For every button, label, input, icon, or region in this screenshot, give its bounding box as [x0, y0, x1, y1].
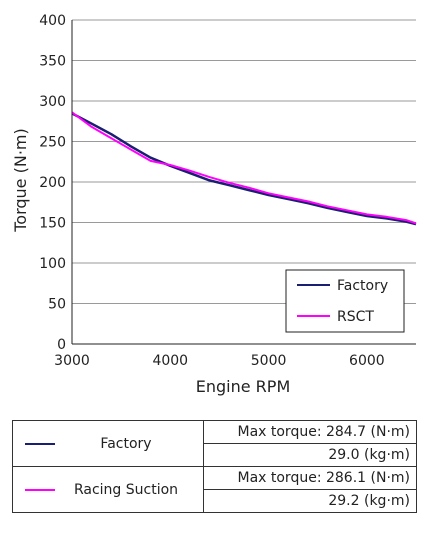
chart-gridlines	[72, 19, 416, 304]
y-tick-label: 0	[57, 337, 66, 353]
table-row: 29.0 (kg·m)	[13, 443, 417, 467]
series-name-cell: Factory	[12, 420, 204, 467]
table-row: Racing Suction Max torque: 286.1 (N·m)	[12, 466, 417, 513]
y-tick-label: 350	[39, 54, 66, 70]
factory-label: Factory	[100, 435, 152, 452]
x-tick-label: 3000	[54, 353, 90, 369]
y-tick-label: 400	[39, 13, 66, 29]
factory-swatch	[25, 442, 55, 445]
max-torque-nm: Max torque: 284.7 (N·m)	[203, 420, 417, 444]
racing-suction-label: Racing Suction	[73, 481, 179, 498]
x-tick-label: 6000	[349, 353, 385, 369]
series-line-factory	[71, 112, 417, 226]
y-tick-label: 250	[39, 135, 66, 151]
racing-suction-swatch	[25, 488, 55, 491]
y-tick-label: 200	[39, 175, 66, 191]
chart-legend: Factory RSCT	[285, 269, 405, 333]
max-torque-nm: Max torque: 286.1 (N·m)	[203, 466, 417, 490]
chart-tick-labels: 0 50 100 150 200 250 300 350 400 3000 4000 5000 6000	[39, 13, 384, 369]
torque-chart: 0 50 100 150 200 250 300 350 400 3000 4000 5000 6000…	[11, 13, 417, 396]
y-tick-label: 300	[39, 94, 66, 110]
series-line-rsct	[71, 111, 417, 225]
x-tick-label: 4000	[152, 353, 188, 369]
legend-label-factory: Factory	[337, 278, 388, 294]
legend-box	[285, 269, 405, 333]
series-name-cell: Racing Suction	[12, 466, 204, 513]
max-torque-table: Factory Max torque: 284.7 (N·m) 29.0 (kg…	[12, 420, 417, 513]
legend-label-rsct: RSCT	[337, 309, 374, 325]
x-axis-label: Engine RPM	[196, 377, 291, 396]
y-tick-label: 100	[39, 256, 66, 272]
max-torque-kgm: 29.0 (kg·m)	[203, 443, 417, 467]
x-tick-label: 5000	[251, 353, 287, 369]
y-tick-label: 50	[48, 297, 66, 313]
y-tick-label: 150	[39, 216, 66, 232]
table-row: 29.2 (kg·m)	[13, 489, 417, 513]
max-torque-kgm: 29.2 (kg·m)	[203, 489, 417, 513]
y-axis-label: Torque (N·m)	[11, 128, 30, 233]
table-row: Factory Max torque: 284.7 (N·m)	[12, 420, 417, 467]
chart-series	[71, 111, 417, 226]
